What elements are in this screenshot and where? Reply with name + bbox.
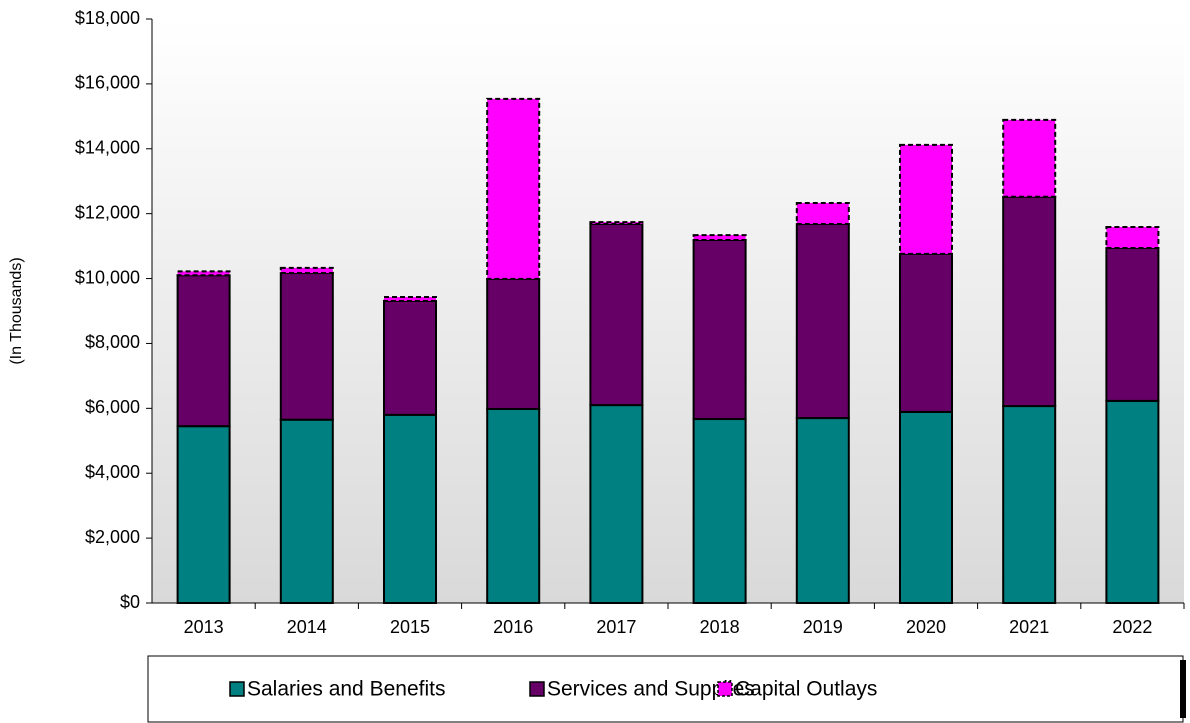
legend-label: Capital Outlays [735,678,877,701]
bar-segment [383,413,437,605]
x-tick-label: 2018 [700,617,740,637]
bar-segment [279,266,334,275]
x-tick-label: 2021 [1009,617,1049,637]
y-tick-label: $8,000 [85,332,140,352]
bar-segment [176,270,231,277]
bar-segment [1105,399,1160,605]
x-tick-label: 2014 [287,617,327,637]
bar-segment [692,418,747,605]
bar-segment [589,223,644,407]
y-tick-label: $10,000 [75,267,140,287]
bar-segment [486,407,541,604]
x-tick-label: 2019 [803,617,843,637]
x-tick-label: 2016 [493,617,533,637]
bar-segment [486,277,541,410]
legend: Salaries and Benefits Services and Suppli… [229,678,877,701]
bar-segment [383,296,437,302]
y-tick-label: $4,000 [85,462,140,482]
y-tick-label: $2,000 [85,527,140,547]
legend-label: Services and Supplies [547,678,755,701]
bar-segment [279,418,334,605]
y-axis-label: (In Thousands) [8,257,25,364]
x-tick-label: 2013 [184,617,224,637]
bar-segment [589,404,644,605]
legend-swatch [229,681,245,697]
bar-segment [899,143,953,255]
bar-segment [1105,225,1160,250]
bar-segment [1002,405,1057,604]
y-tick-label: $0 [120,592,140,612]
bar-segment [383,299,437,416]
bar-segment [795,417,850,605]
bar-segment [589,221,644,226]
y-tick-label: $18,000 [75,8,140,28]
bar-segment [486,97,541,280]
legend-edge [1180,660,1186,718]
bar-segment [279,272,334,421]
bar-segment [899,410,953,604]
y-tick-label: $6,000 [85,397,140,417]
legend-swatch [529,681,545,697]
bar-segment [899,252,953,413]
y-tick-label: $14,000 [75,138,140,158]
bar-segment [1002,118,1057,198]
legend-label: Salaries and Benefits [247,678,445,701]
bar-segment [1002,195,1057,408]
x-tick-label: 2015 [390,617,430,637]
bar-segment [692,234,747,241]
legend-box [147,655,1184,723]
x-tick-label: 2022 [1112,617,1152,637]
y-tick-label: $16,000 [75,73,140,93]
x-tick-label: 2020 [906,617,946,637]
bar-segment [176,274,231,428]
x-tick-label: 2017 [596,617,636,637]
legend-swatch [717,681,733,697]
bar-segment [692,238,747,421]
bar-segment [176,425,231,604]
bar-segment [795,223,850,420]
y-tick-label: $12,000 [75,202,140,222]
bar-segment [795,201,850,226]
bar-segment [1105,247,1160,402]
